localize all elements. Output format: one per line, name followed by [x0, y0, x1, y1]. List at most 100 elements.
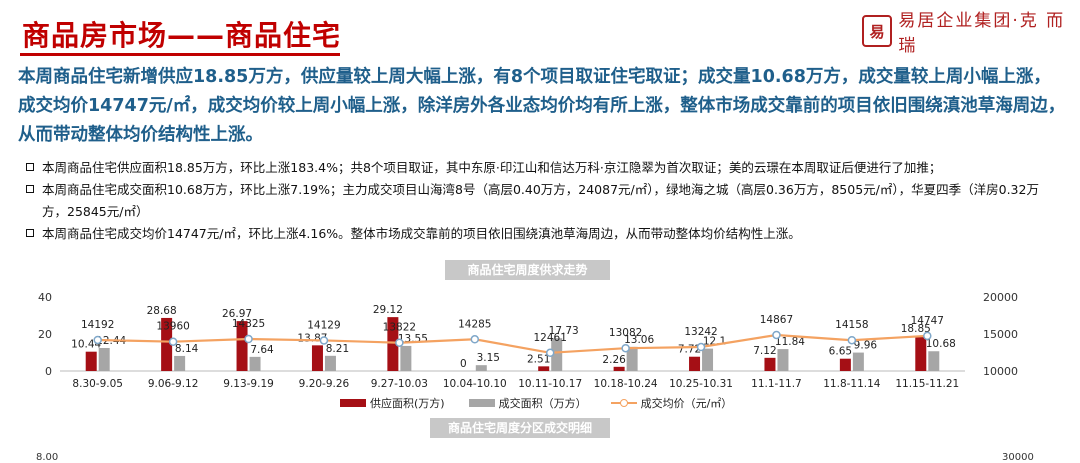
supply-bar [311, 345, 323, 371]
deal-area-data-label: 3.15 [477, 352, 500, 364]
x-tick-label: 9.06-9.12 [148, 378, 199, 390]
supply-bar [538, 366, 550, 371]
deal-area-bar [475, 365, 487, 371]
deal-area-data-label: 9.96 [854, 340, 878, 352]
x-tick-label: 9.13-9.19 [223, 378, 274, 390]
x-tick-label: 9.20-9.26 [299, 378, 350, 390]
supply-data-label: 29.12 [373, 304, 403, 316]
deal-area-bar [324, 355, 336, 371]
chart-legend: 供应面积(万方) 成交面积（万方） 成交均价（元/㎡） [340, 395, 732, 411]
legend-item-supply: 供应面积(万方) [340, 395, 445, 411]
x-tick-label: 8.30-9.05 [72, 378, 123, 390]
supply-bar [161, 317, 173, 371]
supply-data-label: 0 [460, 358, 467, 370]
x-tick-label: 10.04-10.10 [443, 378, 507, 390]
y-tick-right: 10000 [983, 365, 1018, 378]
bullet-text: 本周商品住宅供应面积18.85万方，环比上涨183.4%；共8个项目取证，其中东… [42, 160, 942, 175]
legend-swatch-price [610, 399, 637, 407]
price-data-label: 14285 [458, 318, 491, 330]
deal-area-data-label: 7.64 [250, 344, 274, 356]
supply-data-label: 18.85 [901, 323, 931, 335]
deal-area-bar [249, 356, 261, 371]
summary-text: 本周商品住宅新增供应18.85万方，供应量较上周大幅上涨，有8个项目取证住宅取证… [18, 67, 1066, 145]
deal-area-bar [400, 345, 412, 371]
price-point [847, 335, 857, 345]
bullet-item: 本周商品住宅供应面积18.85万方，环比上涨183.4%；共8个项目取证，其中东… [22, 157, 1062, 179]
price-point [93, 335, 102, 345]
chart2-right-axis-top: 30000 [1002, 452, 1034, 463]
supply-data-label: 26.97 [222, 308, 252, 320]
price-data-label: 12461 [534, 332, 567, 344]
bullet-item: 本周商品住宅成交面积10.68万方，环比上涨7.19%；主力成交项目山海湾8号（… [22, 179, 1062, 223]
supply-bar [839, 358, 851, 371]
price-data-label: 14158 [835, 319, 868, 331]
y-tick-left: 20 [38, 328, 52, 341]
square-bullet-icon [26, 229, 34, 237]
bullet-text: 本周商品住宅成交均价14747元/㎡，环比上涨4.16%。整体市场成交靠前的项目… [42, 226, 801, 241]
x-tick-label: 11.15-11.21 [895, 378, 959, 390]
supply-data-label: 28.68 [147, 305, 177, 317]
title-underline [20, 53, 340, 56]
price-point [621, 343, 630, 353]
legend-item-price: 成交均价（元/㎡） [610, 395, 733, 411]
supply-bar [387, 317, 399, 371]
price-point [923, 331, 932, 341]
supply-bar [236, 321, 248, 371]
price-data-label: 14747 [911, 315, 944, 327]
x-tick-label: 11.1-11.7 [751, 378, 802, 390]
logo-seal-icon: 易 [862, 15, 893, 47]
legend-label: 供应面积(万方) [370, 397, 445, 410]
supply-bar [764, 357, 776, 371]
price-point [395, 338, 404, 347]
supply-data-label: 6.65 [829, 346, 852, 358]
price-data-label: 14867 [760, 314, 793, 326]
price-data-label: 13242 [684, 326, 717, 338]
deal-area-bar [551, 338, 563, 371]
deal-area-data-label: 17.73 [549, 325, 579, 337]
deal-area-bar [928, 351, 940, 371]
price-point [545, 348, 555, 358]
supply-data-label: 2.51 [527, 353, 550, 365]
square-bullet-icon [26, 185, 34, 193]
x-tick-label: 10.18-10.24 [594, 378, 658, 390]
supply-data-label: 2.26 [602, 354, 626, 366]
supply-bar [915, 336, 927, 371]
y-tick-left: 40 [38, 291, 52, 304]
chart2-title: 商品住宅周度分区成交明细 [430, 418, 610, 438]
price-line [97, 333, 928, 354]
price-point [168, 337, 178, 346]
price-data-label: 14129 [307, 319, 340, 331]
legend-swatch-supply [340, 399, 366, 407]
chart-title: 商品住宅周度供求走势 [445, 260, 610, 280]
x-tick-label: 10.11-10.17 [518, 378, 582, 390]
y-tick-right: 15000 [983, 328, 1018, 341]
price-data-label: 13082 [609, 327, 642, 339]
square-bullet-icon [26, 163, 34, 171]
price-point [244, 334, 253, 344]
x-tick-label: 11.8-11.14 [823, 378, 881, 390]
legend-label: 成交均价（元/㎡） [640, 397, 733, 410]
legend-item-deal-area: 成交面积（万方） [468, 395, 587, 411]
legend-label: 成交面积（万方） [498, 397, 587, 410]
bullet-item: 本周商品住宅成交均价14747元/㎡，环比上涨4.16%。整体市场成交靠前的项目… [22, 223, 1062, 245]
deal-area-bar [98, 347, 110, 371]
price-point [470, 335, 480, 344]
deal-area-bar [852, 352, 864, 371]
bullet-text: 本周商品住宅成交面积10.68万方，环比上涨7.19%；主力成交项目山海湾8号（… [42, 182, 1039, 219]
bullet-list: 本周商品住宅供应面积18.85万方，环比上涨183.4%；共8个项目取证，其中东… [22, 157, 1062, 245]
supply-bar [689, 356, 701, 371]
y-tick-left: 0 [45, 365, 52, 378]
x-tick-label: 10.25-10.31 [669, 378, 733, 390]
deal-area-data-label: 11.84 [775, 336, 805, 348]
price-point [772, 330, 781, 340]
supply-demand-chart: 020401000015000200008.30-9.0510.4412.449… [38, 291, 1018, 390]
deal-area-bar [702, 348, 714, 371]
company-logo: 易 易居企业集团·克 而 瑞 [862, 6, 1080, 56]
price-point [696, 342, 706, 352]
deal-area-bar [626, 346, 638, 371]
page-title: 商品房市场——商品住宅 [22, 19, 342, 52]
deal-area-bar [174, 355, 186, 371]
price-data-label: 13960 [156, 321, 189, 333]
deal-area-bar [777, 349, 789, 371]
chart2-left-axis-top: 8.00 [36, 452, 59, 463]
